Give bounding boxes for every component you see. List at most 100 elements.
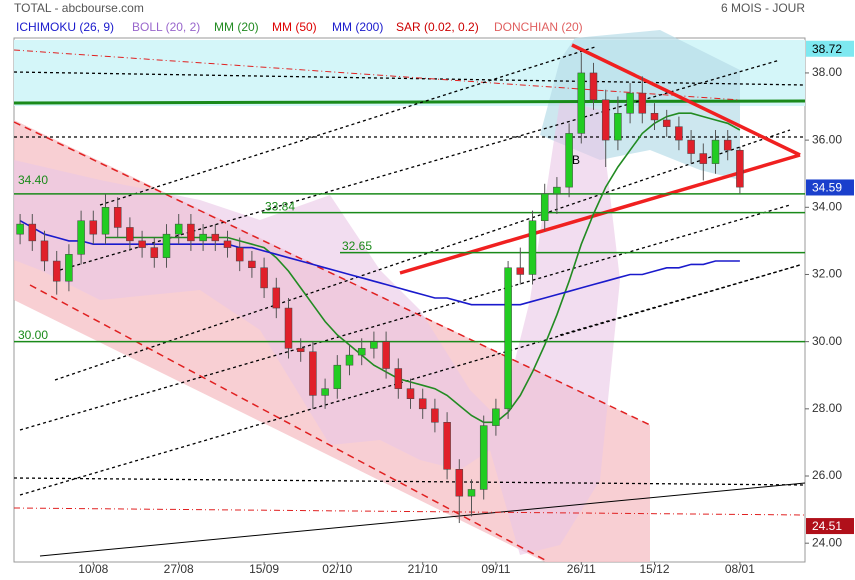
trend-line — [13, 99, 806, 105]
candle-body — [723, 139, 732, 151]
legend-entry: DONCHIAN (20) — [494, 20, 583, 34]
price-marker-label: 34.59 — [812, 181, 842, 195]
price-marker — [806, 518, 854, 535]
candle-body — [16, 223, 24, 235]
candle-body — [248, 260, 256, 269]
candle-body — [65, 254, 73, 282]
candle-body — [528, 220, 537, 275]
candle-body — [394, 368, 403, 389]
candle-body — [455, 469, 464, 497]
fan-lines — [19, 46, 801, 496]
candle-body — [345, 354, 354, 366]
candle-body — [199, 233, 207, 242]
candle-body — [418, 398, 427, 410]
candle-body — [321, 388, 329, 396]
candle-body — [260, 267, 268, 289]
trend-line — [13, 49, 741, 101]
candle-body — [370, 341, 378, 349]
legend-entry: SAR (0.02, 0.2) — [396, 20, 479, 34]
candle-body — [736, 149, 744, 188]
y-tick-label: 36.00 — [812, 132, 842, 146]
legend-entry: BOLL (20, 2) — [132, 20, 200, 34]
candle-body — [504, 267, 512, 410]
candle-body — [589, 72, 598, 101]
price-marker — [806, 179, 854, 196]
candle-body — [150, 247, 159, 258]
level-label: 32.65 — [342, 239, 372, 253]
legend-entry: MM (50) — [272, 20, 317, 34]
candle-body — [382, 341, 390, 369]
y-tick-label: 26.00 — [812, 468, 842, 482]
indicator-line — [105, 112, 741, 424]
legend-entry: ICHIMOKU (26, 9) — [16, 20, 114, 34]
x-tick-label: 15/09 — [249, 562, 279, 576]
candle-body — [577, 72, 586, 134]
x-tick-label: 10/08 — [78, 562, 108, 576]
chart-title: TOTAL - abcbourse.com — [14, 1, 144, 15]
candle-body — [614, 112, 622, 141]
candle-body — [626, 92, 634, 114]
background-layers — [13, 30, 806, 563]
candle-body — [431, 408, 439, 423]
triangle-line — [571, 43, 801, 157]
candle-body — [272, 287, 281, 309]
x-tick-label: 21/10 — [408, 562, 438, 576]
candle-body — [516, 267, 525, 275]
channel-line — [13, 121, 651, 426]
y-tick-label: 24.00 — [812, 535, 842, 549]
candle-body — [406, 388, 415, 400]
y-tick-label: 28.00 — [812, 401, 842, 415]
x-tick-label: 08/01 — [725, 562, 755, 576]
candle-body — [174, 223, 183, 235]
candle-body — [443, 422, 451, 470]
candle-body — [40, 240, 49, 262]
candle-body — [309, 351, 317, 396]
trend-line — [39, 482, 806, 557]
candle-body — [89, 220, 98, 235]
candle-body — [187, 223, 195, 242]
chart-subtitle: 6 MOIS - JOUR — [721, 1, 805, 15]
x-tick-label: 26/11 — [567, 562, 596, 576]
candle-body — [296, 348, 305, 352]
candle-body — [138, 240, 146, 248]
candle-body — [492, 408, 500, 426]
candle-body — [52, 260, 61, 282]
y-tick-label: 32.00 — [812, 267, 842, 281]
x-tick-label: 02/10 — [322, 562, 352, 576]
candle-body — [711, 139, 720, 164]
candle-body — [675, 126, 683, 141]
legend-entry: MM (200) — [332, 20, 383, 34]
y-tick-label: 30.00 — [812, 334, 842, 348]
candle-body — [211, 233, 220, 242]
candle-body — [479, 425, 488, 490]
candle-body — [333, 364, 342, 389]
price-marker-label: 38.72 — [812, 42, 842, 56]
candle-body — [553, 186, 561, 195]
candle-body — [28, 223, 37, 242]
y-tick-label: 34.00 — [812, 199, 842, 213]
y-tick-label: 38.00 — [812, 65, 842, 79]
x-tick-label: 09/11 — [481, 562, 510, 576]
candle-body — [223, 240, 232, 248]
candle-body — [467, 489, 476, 497]
level-label: 34.40 — [18, 173, 48, 187]
candle-body — [601, 99, 610, 141]
candle-body — [650, 112, 659, 121]
candle-body — [77, 220, 85, 255]
x-tick-label: 15/12 — [639, 562, 669, 576]
candle-body — [126, 227, 134, 242]
candle-body — [162, 233, 171, 258]
legend-entry: MM (20) — [214, 20, 259, 34]
candle-body — [687, 139, 695, 154]
level-label: 33.84 — [265, 199, 295, 213]
candle-body — [699, 153, 708, 164]
x-tick-label: 27/08 — [164, 562, 194, 576]
candle-body — [540, 193, 549, 221]
candle-body — [284, 307, 293, 349]
candle-body — [565, 133, 573, 188]
candle-body — [662, 119, 671, 127]
level-label: 30.00 — [18, 328, 48, 342]
candle-body — [113, 207, 122, 228]
